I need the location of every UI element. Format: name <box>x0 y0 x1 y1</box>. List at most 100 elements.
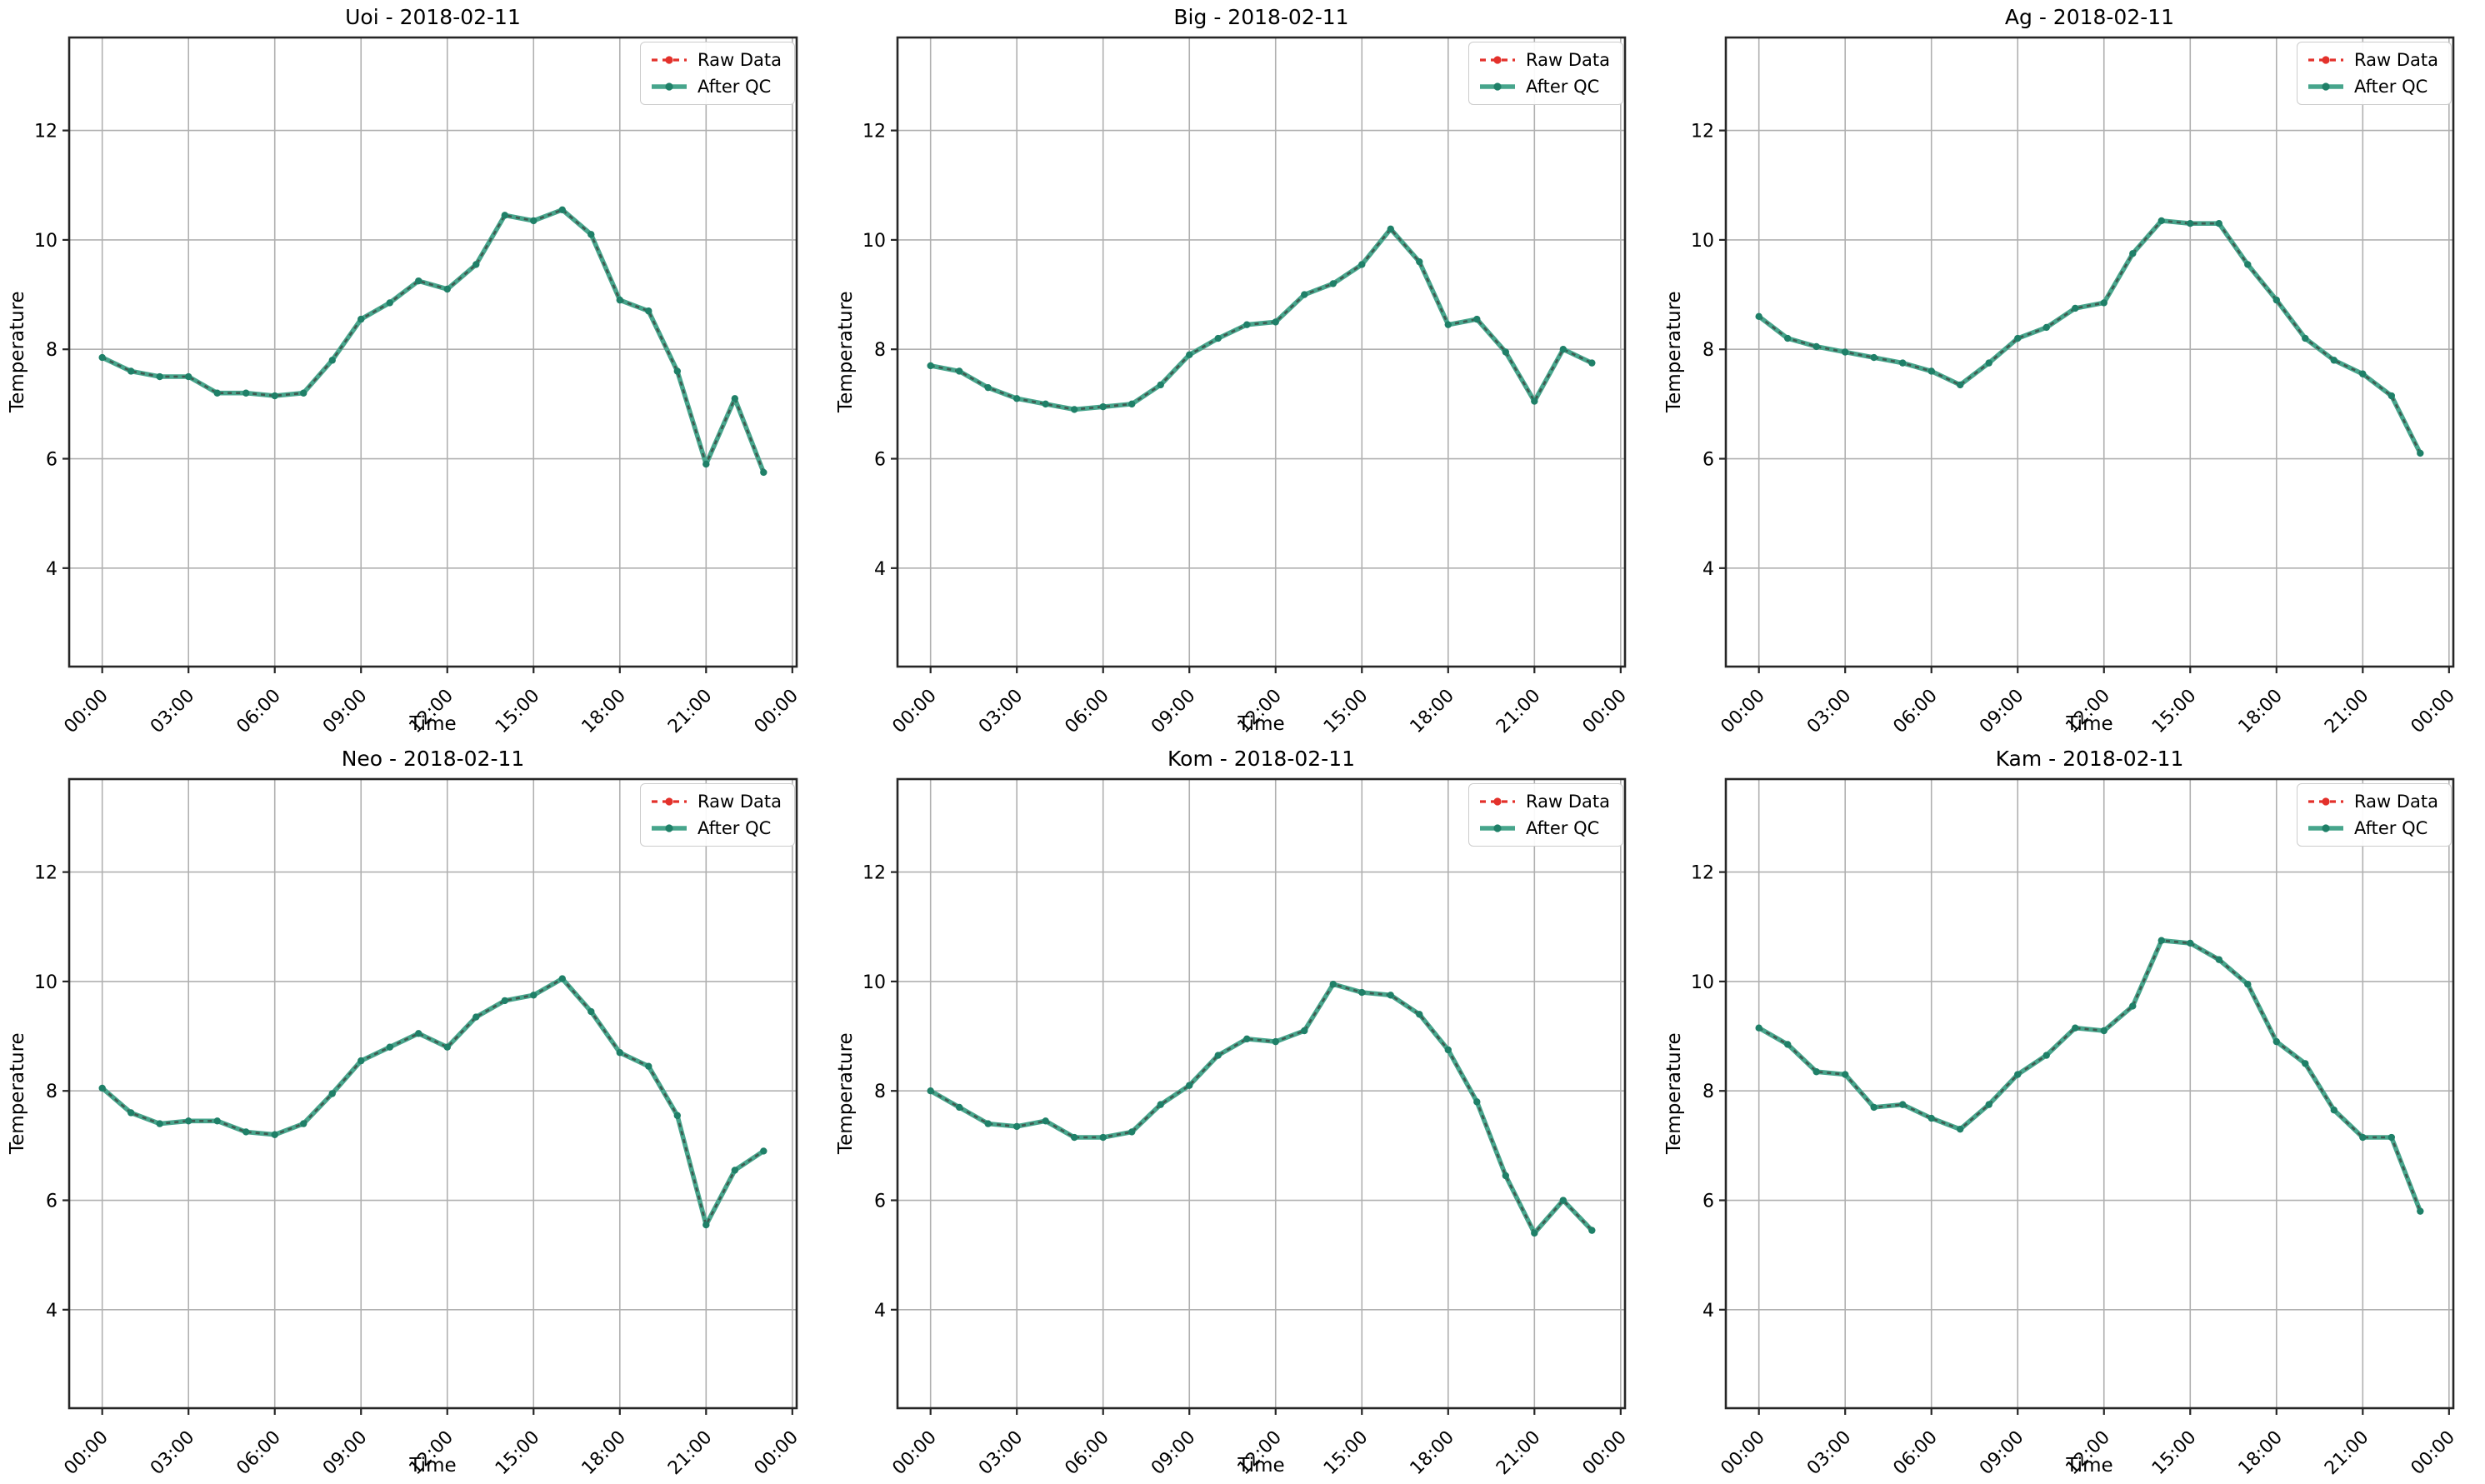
chart-title: Neo - 2018-02-11 <box>341 747 525 771</box>
after-qc-line-sample-icon <box>652 82 687 91</box>
svg-text:12: 12 <box>34 863 58 884</box>
raw-data-line-sample-icon <box>652 797 687 806</box>
after-qc-line-sample-icon <box>1480 82 1515 91</box>
svg-text:8: 8 <box>874 1082 886 1102</box>
svg-text:12: 12 <box>862 122 886 142</box>
legend-label-raw: Raw Data <box>698 792 782 812</box>
svg-text:12: 12 <box>34 122 58 142</box>
legend-label-raw: Raw Data <box>2354 792 2438 812</box>
svg-text:6: 6 <box>46 1192 58 1212</box>
legend-item-raw-data: Raw Data <box>2308 792 2438 812</box>
subplot-uoi: 00:00 03:00 06:00 09:00 12:00 15:00 18:00 21:00… <box>0 0 828 742</box>
svg-text:6: 6 <box>874 1192 886 1212</box>
legend: Raw Data After QC <box>2297 42 2452 105</box>
svg-text:8: 8 <box>874 340 886 361</box>
legend-label-raw: Raw Data <box>1526 50 1610 70</box>
legend-label-raw: Raw Data <box>698 50 782 70</box>
legend: Raw Data After QC <box>640 42 795 105</box>
legend-item-raw-data: Raw Data <box>1479 792 1610 812</box>
chart-title: Kom - 2018-02-11 <box>1168 747 1355 771</box>
svg-text:12: 12 <box>1691 863 1714 884</box>
legend-item-after-qc: After QC <box>2308 818 2438 838</box>
raw-data-line-sample-icon <box>1480 56 1515 64</box>
y-axis-label: Temperature <box>7 291 28 413</box>
legend-label-qc: After QC <box>2354 818 2428 838</box>
chart-title: Uoi - 2018-02-11 <box>345 5 521 29</box>
legend-item-after-qc: After QC <box>651 77 782 97</box>
legend-label-raw: Raw Data <box>2354 50 2438 70</box>
after-qc-line-sample-icon <box>652 824 687 832</box>
svg-text:10: 10 <box>34 231 58 252</box>
subplot-kam: 00:00 03:00 06:00 09:00 12:00 15:00 18:00 21:00… <box>1657 742 2485 1483</box>
legend-label-qc: After QC <box>698 818 772 838</box>
subplot-big: 00:00 03:00 06:00 09:00 12:00 15:00 18:00 21:00… <box>828 0 1657 742</box>
svg-text:8: 8 <box>1702 1082 1714 1102</box>
subplot-ag: 00:00 03:00 06:00 09:00 12:00 15:00 18:00 21:00… <box>1657 0 2485 742</box>
x-axis-label: Time <box>2066 1455 2113 1477</box>
svg-text:10: 10 <box>1691 972 1714 993</box>
plot-area-uoi: 00:00 03:00 06:00 09:00 12:00 15:00 18:00 21:00… <box>34 36 802 737</box>
legend: Raw Data After QC <box>1468 42 1623 105</box>
svg-text:8: 8 <box>46 1082 58 1102</box>
svg-text:6: 6 <box>1702 1192 1714 1212</box>
after-qc-line-sample-icon <box>2308 82 2343 91</box>
legend-item-after-qc: After QC <box>2308 77 2438 97</box>
legend: Raw Data After QC <box>1468 783 1623 847</box>
svg-text:4: 4 <box>1702 1301 1714 1322</box>
svg-text:4: 4 <box>46 1301 58 1322</box>
y-axis-label: Temperature <box>1663 1032 1685 1155</box>
legend: Raw Data After QC <box>2297 783 2452 847</box>
chart-title: Big - 2018-02-11 <box>1173 5 1349 29</box>
legend-item-raw-data: Raw Data <box>651 50 782 70</box>
subplot-neo: 00:00 03:00 06:00 09:00 12:00 15:00 18:00 21:00… <box>0 742 828 1483</box>
legend: Raw Data After QC <box>640 783 795 847</box>
after-qc-line-sample-icon <box>1480 824 1515 832</box>
y-axis-label: Temperature <box>1663 291 1685 413</box>
svg-text:8: 8 <box>1702 340 1714 361</box>
x-axis-label: Time <box>2066 713 2113 735</box>
legend-item-after-qc: After QC <box>651 818 782 838</box>
legend-item-after-qc: After QC <box>1479 818 1610 838</box>
y-axis-label: Temperature <box>7 1032 28 1155</box>
legend-item-raw-data: Raw Data <box>1479 50 1610 70</box>
svg-text:4: 4 <box>874 1301 886 1322</box>
legend-label-qc: After QC <box>1526 77 1600 97</box>
legend-item-raw-data: Raw Data <box>2308 50 2438 70</box>
chart-title: Kam - 2018-02-11 <box>1995 747 2184 771</box>
svg-text:4: 4 <box>46 559 58 580</box>
x-axis-label: Time <box>1238 713 1285 735</box>
chart-title: Ag - 2018-02-11 <box>2004 5 2175 29</box>
svg-text:6: 6 <box>46 450 58 471</box>
legend-label-qc: After QC <box>2354 77 2428 97</box>
svg-text:10: 10 <box>862 972 886 993</box>
svg-text:10: 10 <box>862 231 886 252</box>
plot-area-kom: 00:00 03:00 06:00 09:00 12:00 15:00 18:00 21:00… <box>862 777 1631 1479</box>
raw-data-line-sample-icon <box>652 56 687 64</box>
after-qc-line-sample-icon <box>2308 824 2343 832</box>
plot-area-neo: 00:00 03:00 06:00 09:00 12:00 15:00 18:00 21:00… <box>34 777 802 1479</box>
x-axis-label: Time <box>409 713 457 735</box>
subplot-kom: 00:00 03:00 06:00 09:00 12:00 15:00 18:00 21:00… <box>828 742 1657 1483</box>
raw-data-line-sample-icon <box>2308 56 2343 64</box>
raw-data-line-sample-icon <box>1480 797 1515 806</box>
plot-area-big: 00:00 03:00 06:00 09:00 12:00 15:00 18:00 21:00… <box>862 36 1631 737</box>
svg-text:12: 12 <box>862 863 886 884</box>
plot-area-ag: 00:00 03:00 06:00 09:00 12:00 15:00 18:00 21:00… <box>1691 36 2459 737</box>
svg-text:6: 6 <box>874 450 886 471</box>
raw-data-line-sample-icon <box>2308 797 2343 806</box>
y-axis-label: Temperature <box>835 291 857 413</box>
x-axis-label: Time <box>409 1455 457 1477</box>
svg-text:6: 6 <box>1702 450 1714 471</box>
svg-text:8: 8 <box>46 340 58 361</box>
legend-label-raw: Raw Data <box>1526 792 1610 812</box>
legend-item-after-qc: After QC <box>1479 77 1610 97</box>
svg-text:4: 4 <box>874 559 886 580</box>
legend-item-raw-data: Raw Data <box>651 792 782 812</box>
svg-text:4: 4 <box>1702 559 1714 580</box>
svg-text:10: 10 <box>34 972 58 993</box>
y-axis-label: Temperature <box>835 1032 857 1155</box>
x-axis-label: Time <box>1238 1455 1285 1477</box>
svg-text:10: 10 <box>1691 231 1714 252</box>
legend-label-qc: After QC <box>698 77 772 97</box>
